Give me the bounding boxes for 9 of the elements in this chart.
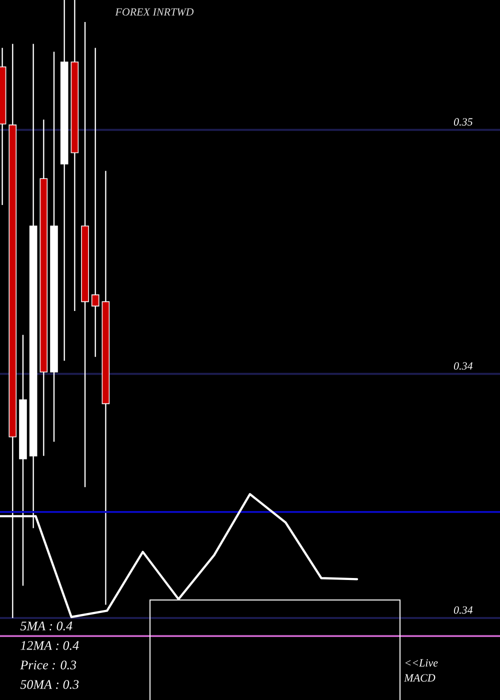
- y-tick-label: 0.35: [454, 118, 472, 126]
- annotation: 5MA : 0.4: [20, 622, 72, 630]
- y-tick-label: 0.34: [454, 606, 473, 614]
- annotation: <<Live MACD: [404, 659, 438, 682]
- annotation: 12MA : 0.4: [20, 641, 79, 650]
- annotation: Price : 0.3: [20, 660, 76, 670]
- y-tick-label: 0.34: [454, 362, 473, 370]
- text: FOREX INRTWD: [115, 8, 194, 16]
- annotation: 50MA : 0.3: [20, 680, 79, 689]
